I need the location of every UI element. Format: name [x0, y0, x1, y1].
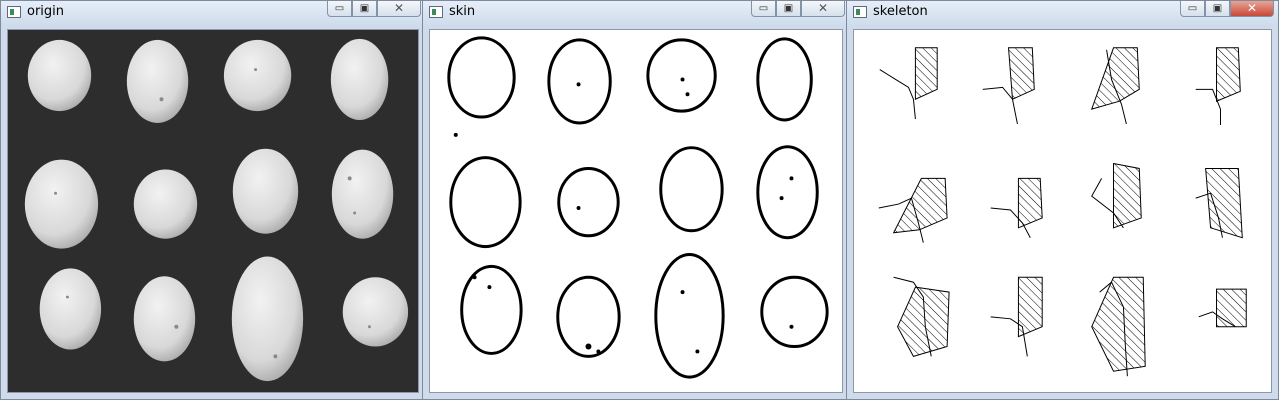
- origin-image: [8, 30, 418, 392]
- close-button[interactable]: ✕: [377, 1, 421, 17]
- potato: [330, 38, 389, 121]
- potato: [27, 39, 92, 112]
- close-button[interactable]: ✕: [801, 1, 845, 17]
- skeleton-image-view: [853, 29, 1272, 393]
- skeleton-titlebar[interactable]: skeleton ▭ ▣ ✕: [847, 1, 1278, 25]
- potato: [39, 268, 102, 350]
- maximize-button[interactable]: ▣: [776, 1, 801, 17]
- minimize-button[interactable]: ▭: [1180, 1, 1205, 17]
- skin-titlebar[interactable]: skin ▭ ▣ ✕: [423, 1, 849, 25]
- potato: [232, 148, 299, 234]
- potato: [223, 39, 292, 112]
- skin-specks: [453, 77, 794, 354]
- potato-contours: [447, 36, 829, 379]
- skin-image-view: [429, 29, 843, 393]
- potato: [342, 277, 409, 347]
- potato: [126, 39, 189, 123]
- potato: [331, 149, 394, 239]
- close-button[interactable]: ✕: [1230, 1, 1274, 17]
- origin-window[interactable]: origin ▭ ▣ ✕: [0, 0, 426, 400]
- potato-eyes: [54, 68, 371, 359]
- maximize-button[interactable]: ▣: [1205, 1, 1230, 17]
- window-title: skin: [449, 4, 476, 19]
- skeleton-shapes: [878, 47, 1247, 377]
- potato: [24, 159, 99, 249]
- app-window-icon: [429, 6, 443, 18]
- skin-image: [430, 30, 842, 392]
- potato: [231, 256, 304, 382]
- origin-titlebar[interactable]: origin ▭ ▣ ✕: [1, 1, 425, 25]
- origin-image-view: [7, 29, 419, 393]
- potato: [133, 169, 198, 239]
- minimize-button[interactable]: ▭: [751, 1, 776, 17]
- skeleton-window[interactable]: skeleton ▭ ▣ ✕: [846, 0, 1279, 400]
- window-title: skeleton: [873, 4, 928, 19]
- skeleton-image: [854, 30, 1271, 392]
- window-title: origin: [27, 4, 65, 19]
- app-window-icon: [7, 6, 21, 18]
- skin-window[interactable]: skin ▭ ▣ ✕: [422, 0, 850, 400]
- potato: [133, 276, 196, 362]
- app-window-icon: [853, 6, 867, 18]
- minimize-button[interactable]: ▭: [327, 1, 352, 17]
- maximize-button[interactable]: ▣: [352, 1, 377, 17]
